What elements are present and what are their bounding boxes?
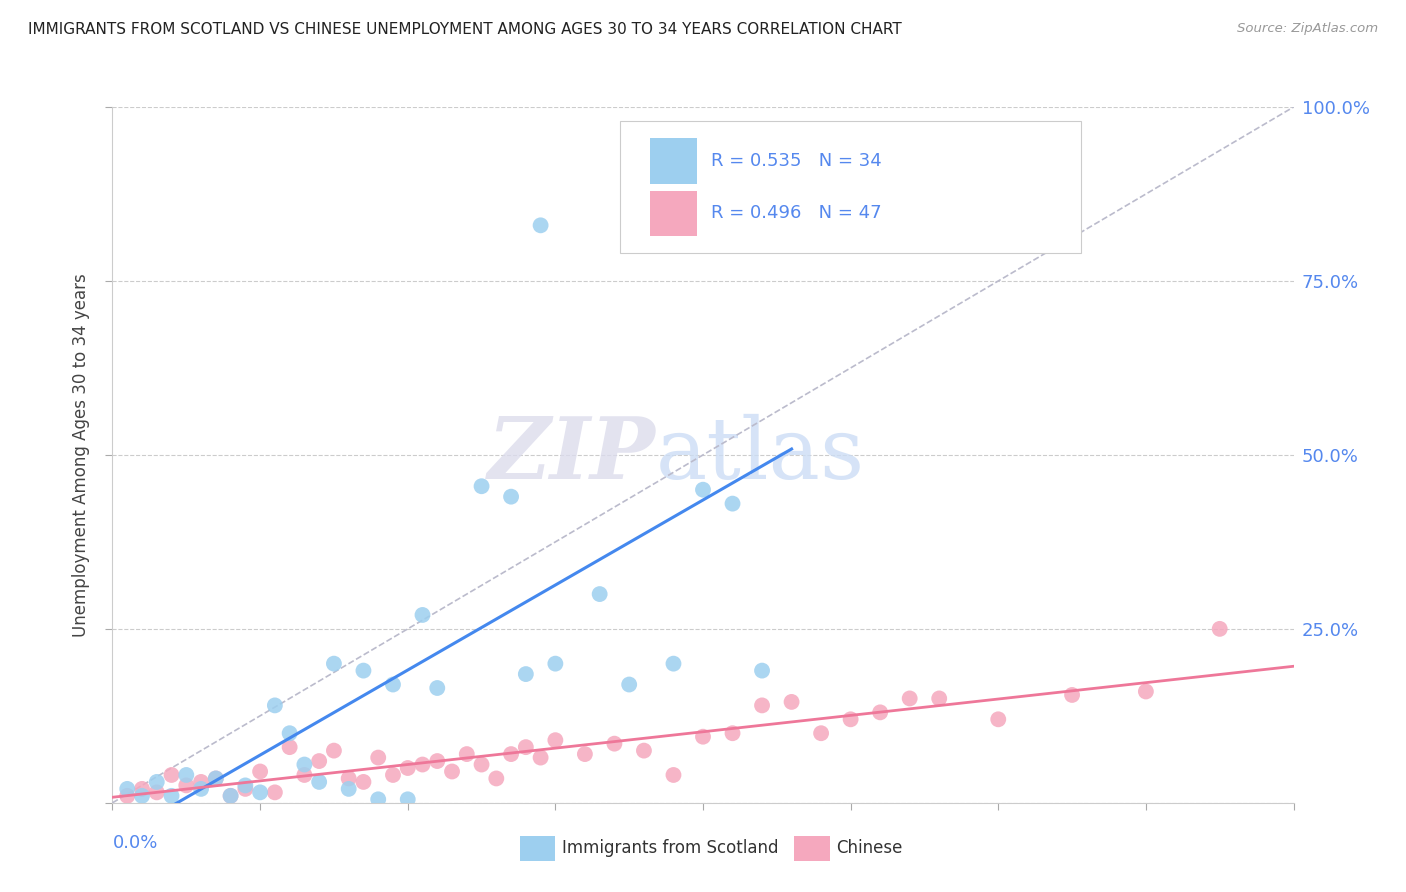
Point <box>633 744 655 758</box>
Point <box>219 789 242 803</box>
Point <box>396 792 419 806</box>
Point <box>352 775 374 789</box>
Point <box>278 740 301 755</box>
Point <box>619 677 641 691</box>
Point <box>117 789 138 803</box>
Text: ZIP: ZIP <box>488 413 655 497</box>
Point <box>264 698 287 713</box>
Text: Chinese: Chinese <box>837 839 903 857</box>
Point <box>441 764 464 779</box>
Point <box>249 785 271 799</box>
Point <box>751 664 773 678</box>
Point <box>233 778 256 792</box>
FancyBboxPatch shape <box>650 191 697 235</box>
Point <box>249 764 271 779</box>
Point <box>501 747 523 761</box>
Point <box>662 768 685 782</box>
Point <box>574 747 596 761</box>
Point <box>323 657 346 671</box>
Point <box>352 664 374 678</box>
Point <box>174 768 197 782</box>
Point <box>131 781 153 796</box>
Text: R = 0.535   N = 34: R = 0.535 N = 34 <box>711 153 882 170</box>
Point <box>308 754 330 768</box>
Point <box>426 681 449 695</box>
Point <box>131 789 153 803</box>
Point <box>396 761 419 775</box>
Point <box>292 768 315 782</box>
Point <box>751 698 773 713</box>
Point <box>987 712 1010 726</box>
FancyBboxPatch shape <box>650 138 697 184</box>
Point <box>485 772 508 786</box>
Point <box>308 775 330 789</box>
FancyBboxPatch shape <box>620 121 1081 253</box>
Point <box>456 747 478 761</box>
Point <box>233 781 256 796</box>
Point <box>898 691 921 706</box>
Point <box>515 740 537 755</box>
Point <box>146 785 169 799</box>
Text: 0.0%: 0.0% <box>112 834 157 852</box>
Point <box>160 768 183 782</box>
Text: atlas: atlas <box>655 413 865 497</box>
Point <box>426 754 449 768</box>
Point <box>692 730 714 744</box>
Point <box>219 789 242 803</box>
Point <box>292 757 315 772</box>
Text: Source: ZipAtlas.com: Source: ZipAtlas.com <box>1237 22 1378 36</box>
Point <box>721 497 744 511</box>
Point <box>264 785 287 799</box>
Point <box>692 483 714 497</box>
Point <box>544 657 567 671</box>
Point <box>146 775 169 789</box>
Point <box>780 695 803 709</box>
Point <box>278 726 301 740</box>
Point <box>662 657 685 671</box>
Text: R = 0.496   N = 47: R = 0.496 N = 47 <box>711 204 882 222</box>
Point <box>367 792 389 806</box>
Point <box>529 750 551 764</box>
Point <box>205 772 228 786</box>
Point <box>367 750 389 764</box>
Point <box>501 490 523 504</box>
Y-axis label: Unemployment Among Ages 30 to 34 years: Unemployment Among Ages 30 to 34 years <box>72 273 90 637</box>
Text: Immigrants from Scotland: Immigrants from Scotland <box>562 839 779 857</box>
Point <box>471 479 494 493</box>
Point <box>544 733 567 747</box>
Text: IMMIGRANTS FROM SCOTLAND VS CHINESE UNEMPLOYMENT AMONG AGES 30 TO 34 YEARS CORRE: IMMIGRANTS FROM SCOTLAND VS CHINESE UNEM… <box>28 22 901 37</box>
Point <box>810 726 832 740</box>
Point <box>1208 622 1232 636</box>
Point <box>337 772 360 786</box>
Point <box>529 219 551 233</box>
Point <box>412 607 434 622</box>
Point <box>174 778 197 792</box>
Point <box>839 712 862 726</box>
Point <box>603 737 626 751</box>
Point <box>160 789 183 803</box>
Point <box>721 726 744 740</box>
Point <box>928 691 950 706</box>
Point <box>382 677 405 691</box>
Point <box>117 781 138 796</box>
Point <box>780 135 803 149</box>
Point <box>869 706 891 720</box>
Point <box>1062 688 1084 702</box>
Point <box>205 772 228 786</box>
Point <box>337 781 360 796</box>
Point <box>190 775 212 789</box>
Point <box>471 757 494 772</box>
Point <box>382 768 405 782</box>
Point <box>323 744 346 758</box>
Point <box>412 757 434 772</box>
Point <box>1135 684 1157 698</box>
Point <box>588 587 610 601</box>
Point <box>515 667 537 681</box>
Point <box>190 781 212 796</box>
